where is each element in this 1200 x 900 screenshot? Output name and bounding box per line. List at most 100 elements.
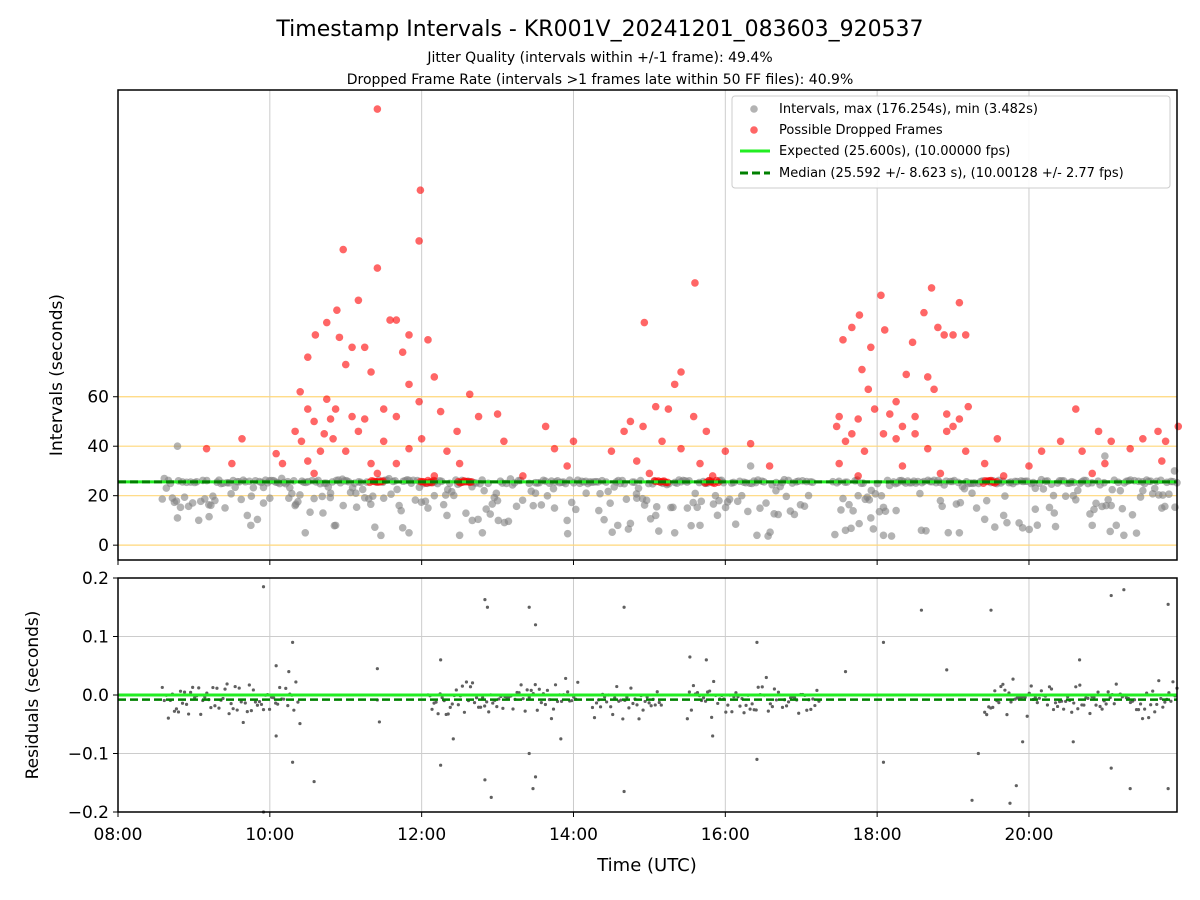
dropped-frame-point [303, 405, 312, 413]
interval-point [494, 516, 503, 525]
dropped-frame-point [964, 402, 973, 411]
residual-point [162, 698, 166, 703]
interval-point [449, 491, 458, 500]
bottom-expected-median-lines [118, 693, 1177, 701]
interval-point [753, 531, 761, 540]
dropped-frame-point [639, 422, 647, 431]
residual-point [712, 679, 716, 684]
dropped-frame-point [1161, 437, 1170, 446]
dropped-frame-point [326, 415, 335, 423]
residual-point [1074, 685, 1078, 689]
interval-point [221, 504, 229, 512]
residual-point [1171, 680, 1175, 684]
residual-point [566, 690, 570, 694]
interval-point [800, 502, 809, 510]
dropped-frame-point [379, 437, 388, 446]
residual-point [843, 670, 848, 674]
dropped-frame-point [949, 422, 957, 431]
dropped-frame-point [940, 331, 948, 339]
dropped-frame-point [311, 331, 320, 339]
residual-point [691, 683, 696, 688]
dropped-frame-point [455, 459, 464, 468]
interval-point [188, 499, 197, 507]
residual-point [1076, 707, 1080, 711]
dropped-frame-point [677, 444, 685, 453]
dropped-frame-point [1025, 462, 1033, 470]
interval-point [563, 529, 572, 538]
interval-point [358, 485, 367, 494]
dropped-frame-point [955, 298, 964, 307]
dropped-frame-point [398, 348, 407, 357]
residual-point [689, 708, 694, 712]
residual-point [298, 721, 302, 726]
dropped-frame-point [202, 444, 211, 453]
dropped-frame-point [296, 387, 304, 396]
dropped-frame-point [892, 397, 900, 406]
residual-point [531, 787, 535, 791]
dropped-frame-point [879, 430, 888, 438]
interval-point [693, 503, 702, 512]
interval-point [1090, 505, 1098, 514]
interval-point [411, 496, 420, 504]
residual-point [711, 734, 715, 738]
residual-point [1109, 766, 1113, 770]
residual-point [434, 700, 438, 704]
interval-point [696, 521, 704, 530]
residual-point [533, 775, 538, 779]
dropped-frame-point [607, 447, 616, 455]
interval-point [531, 489, 540, 498]
interval-point [493, 496, 502, 505]
dropped-frame-point [999, 472, 1008, 480]
interval-point [1049, 491, 1058, 500]
interval-point [158, 495, 167, 503]
interval-point [1069, 491, 1078, 500]
top-y-tick-label: 60 [87, 388, 109, 408]
dropped-frame-point [360, 343, 369, 352]
interval-point [1061, 492, 1070, 500]
interval-point [845, 500, 853, 509]
interval-point [1051, 522, 1060, 531]
dropped-frame-point [392, 316, 401, 324]
legend-label-dropped: Possible Dropped Frames [779, 123, 943, 138]
interval-point [1116, 486, 1125, 495]
residual-point [748, 707, 752, 711]
bottom-y-axis-label: Residuals (seconds) [23, 611, 43, 780]
residual-point [1151, 689, 1155, 693]
residual-point [274, 664, 278, 668]
dropped-frame-point [858, 365, 866, 374]
dropped-frame-point [550, 444, 559, 453]
residual-point [187, 712, 191, 716]
residual-point [1100, 707, 1104, 711]
interval-point [1031, 505, 1040, 513]
x-tick-label: 16:00 [701, 825, 750, 845]
residual-point [261, 708, 266, 712]
residual-point [160, 685, 164, 690]
residual-point [594, 701, 599, 705]
interval-point [1118, 504, 1127, 513]
residual-point [1161, 705, 1165, 709]
residual-point [649, 704, 653, 708]
interval-point [339, 501, 348, 510]
residual-point [430, 707, 434, 711]
residual-point [199, 712, 203, 716]
residual-point [716, 701, 720, 706]
interval-point [804, 491, 813, 500]
dropped-frame-point [658, 437, 666, 446]
dropped-frame-point [632, 457, 641, 465]
dropped-frame-point [541, 422, 550, 431]
interval-point [443, 511, 451, 520]
interval-point [176, 503, 185, 512]
dropped-frame-point [1139, 434, 1147, 443]
residual-point [1008, 801, 1012, 805]
residual-point [294, 680, 298, 684]
interval-point [839, 494, 847, 503]
interval-point [837, 506, 845, 514]
dropped-frame-point [416, 186, 425, 194]
interval-point [634, 484, 643, 493]
residual-point [231, 707, 235, 711]
dropped-frame-point [936, 469, 945, 478]
residual-point [1155, 702, 1159, 707]
residual-point [174, 707, 179, 711]
dropped-frame-point [322, 318, 331, 327]
interval-point [1165, 490, 1173, 498]
